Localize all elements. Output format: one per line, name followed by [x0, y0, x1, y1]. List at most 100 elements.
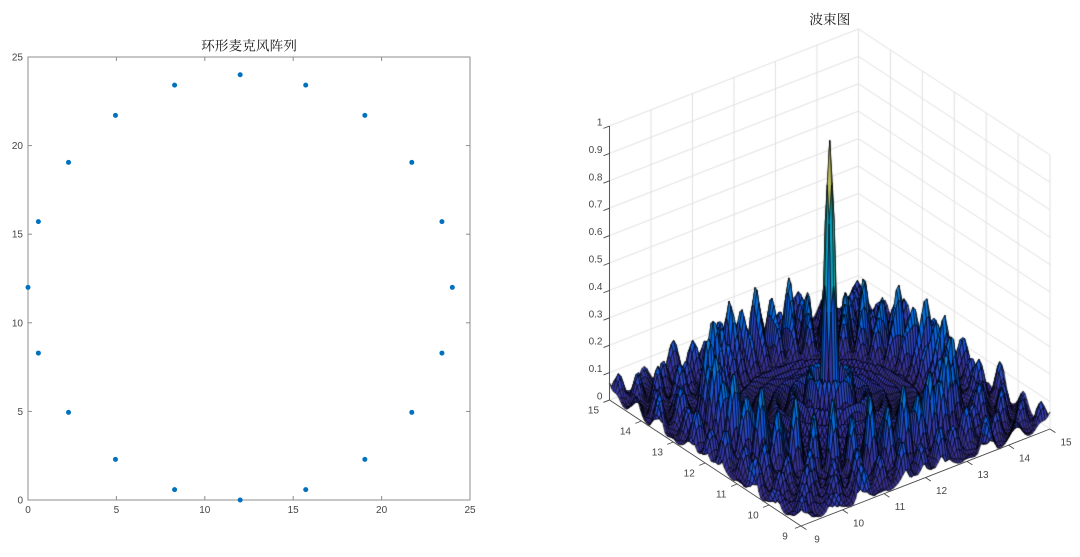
z-tick-3d [603, 207, 610, 211]
z-tick-label-3d: 0.4 [589, 282, 603, 293]
title-glyph [229, 39, 242, 52]
scatter-point [25, 284, 31, 290]
x-tick-label-3d: 10 [853, 518, 865, 529]
x-tick-label: 15 [288, 505, 300, 516]
scatter-tick-labels: 0 5 10 15 20 25 0 5 10 15 20 25 [12, 53, 476, 517]
y-tick-label-3d: 10 [748, 511, 760, 522]
x-tick-label-3d: 12 [936, 486, 948, 497]
title-glyph [809, 12, 823, 26]
title-glyph [838, 12, 850, 26]
z-tick-label-3d: 0.3 [589, 309, 603, 320]
surface-plot-axes: 9 10 11 12 13 14 15 9 10 11 12 13 14 15 0 0.1 0.2 0.3 0.4 0… [588, 12, 1072, 546]
x-tick-label: 5 [114, 505, 120, 516]
y-tick-label: 5 [17, 407, 23, 418]
z-tick-3d [603, 317, 610, 321]
y-tick-label: 15 [12, 230, 24, 241]
y-tick-label: 25 [12, 53, 24, 64]
z-tick-3d [603, 152, 610, 157]
scatter-point [237, 497, 243, 503]
scatter-point [362, 456, 368, 462]
y-tick-label-3d: 13 [652, 448, 664, 459]
x-axis-line-3d [800, 428, 1051, 527]
y-tick-3d [635, 420, 642, 424]
y-tick-label: 20 [12, 141, 24, 152]
x-tick-label-3d: 9 [814, 535, 820, 546]
scatter-point [303, 487, 309, 493]
z-tick-label-3d: 1 [597, 118, 603, 129]
axes-box-outline [27, 56, 471, 501]
title-glyph [270, 39, 283, 52]
y-tick-3d [667, 441, 674, 445]
scatter-point [35, 219, 41, 225]
z-tick-label-3d: 0.8 [589, 172, 603, 183]
title-glyph [201, 39, 215, 52]
scatter-point [449, 284, 455, 290]
scatter-point [237, 72, 243, 78]
z-tick-3d [603, 262, 610, 266]
z-tick-label-3d: 0.5 [589, 255, 603, 266]
z-tick-label-3d: 0.9 [589, 145, 603, 156]
y-tick-label-3d: 14 [620, 427, 632, 438]
z-tick-3d [603, 125, 610, 129]
y-tick-3d [762, 504, 770, 508]
title-glyph [215, 39, 229, 52]
scatter-point [172, 487, 178, 493]
x-tick-label-3d: 11 [895, 502, 906, 513]
surface-axis-lines [603, 125, 1056, 530]
title-glyph [283, 39, 297, 52]
z-tick-label-3d: 0.7 [589, 200, 603, 211]
x-tick-3d [925, 477, 932, 482]
scatter-points [25, 72, 455, 503]
z-tick-label-3d: 0.2 [589, 337, 603, 348]
z-tick-3d [603, 289, 610, 294]
x-tick-3d [966, 460, 973, 466]
y-tick-label-3d: 12 [684, 469, 696, 480]
x-tick-label: 25 [464, 505, 476, 516]
x-tick-label: 10 [199, 505, 211, 516]
scatter-point [409, 409, 415, 415]
scatter-point [303, 82, 309, 88]
title-glyph [242, 39, 256, 52]
y-tick-3d [730, 483, 738, 487]
z-tick-3d [603, 372, 610, 376]
y-tick-label: 0 [17, 496, 23, 507]
z-tick-3d [603, 180, 610, 184]
z-tick-3d [603, 235, 610, 239]
scatter-point [66, 409, 72, 415]
x-tick-3d [800, 525, 807, 530]
scatter-point [439, 219, 445, 225]
surface-tick-labels: 9 10 11 12 13 14 15 9 10 11 12 13 14 15 0 0.1 0.2 0.3 0.4 0… [588, 118, 1072, 546]
scatter-point [172, 82, 178, 88]
x-tick-label-3d: 15 [1060, 437, 1072, 448]
y-tick-3d [699, 462, 706, 466]
z-tick-3d [603, 344, 610, 348]
z-tick-3d [603, 399, 610, 403]
scatter-point [362, 112, 368, 118]
x-tick-3d [842, 509, 849, 514]
x-tick-3d [883, 493, 890, 498]
y-tick-label-3d: 15 [588, 406, 600, 417]
y-tick-label: 10 [12, 318, 24, 329]
x-tick-label-3d: 14 [1019, 454, 1031, 465]
scatter-point [439, 350, 445, 356]
x-tick-label: 0 [25, 505, 31, 516]
title-glyph [823, 12, 837, 26]
x-tick-3d [1008, 444, 1015, 450]
z-tick-label-3d: 0.6 [589, 227, 603, 238]
scatter-point [409, 159, 415, 165]
scatter-point [35, 350, 41, 356]
x-tick-label: 20 [376, 505, 388, 516]
surface-plot-title [809, 12, 850, 26]
scatter-plot-axes: 0 5 10 15 20 25 0 5 10 15 20 25 [12, 39, 476, 516]
z-tick-label-3d: 0.1 [589, 364, 603, 375]
y-tick-label-3d: 11 [716, 490, 727, 501]
title-glyph [256, 39, 270, 52]
scatter-point [112, 112, 118, 118]
scatter-axes-box [27, 56, 471, 501]
y-tick-label-3d: 9 [782, 532, 788, 543]
scatter-point [66, 159, 72, 165]
x-tick-3d [1049, 428, 1056, 433]
scatter-plot-title [201, 39, 297, 52]
